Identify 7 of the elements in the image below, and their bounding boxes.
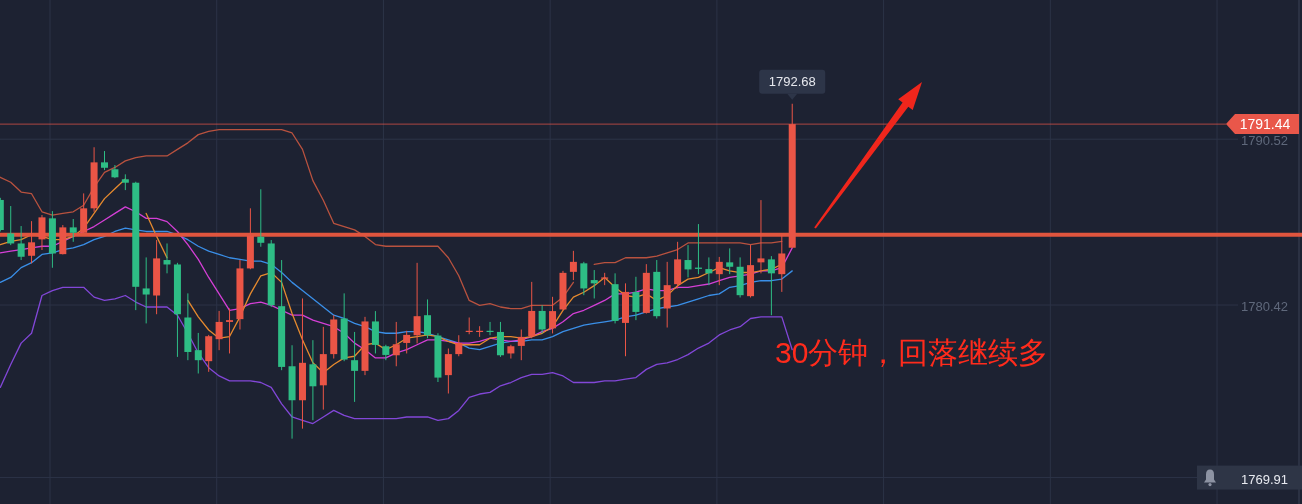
y-tick-label: 1790.52 xyxy=(1241,133,1288,149)
value-tip: 1792.68 xyxy=(759,69,826,100)
annotation: 30分钟，回落继续多 xyxy=(775,335,1049,369)
y-tick-label: 1780.42 xyxy=(1241,299,1288,315)
annotation: 1792.68 xyxy=(768,74,816,90)
ref-line-label: 1791.44 xyxy=(1239,116,1291,133)
y-tick-label: 1769.91 xyxy=(1241,471,1288,487)
